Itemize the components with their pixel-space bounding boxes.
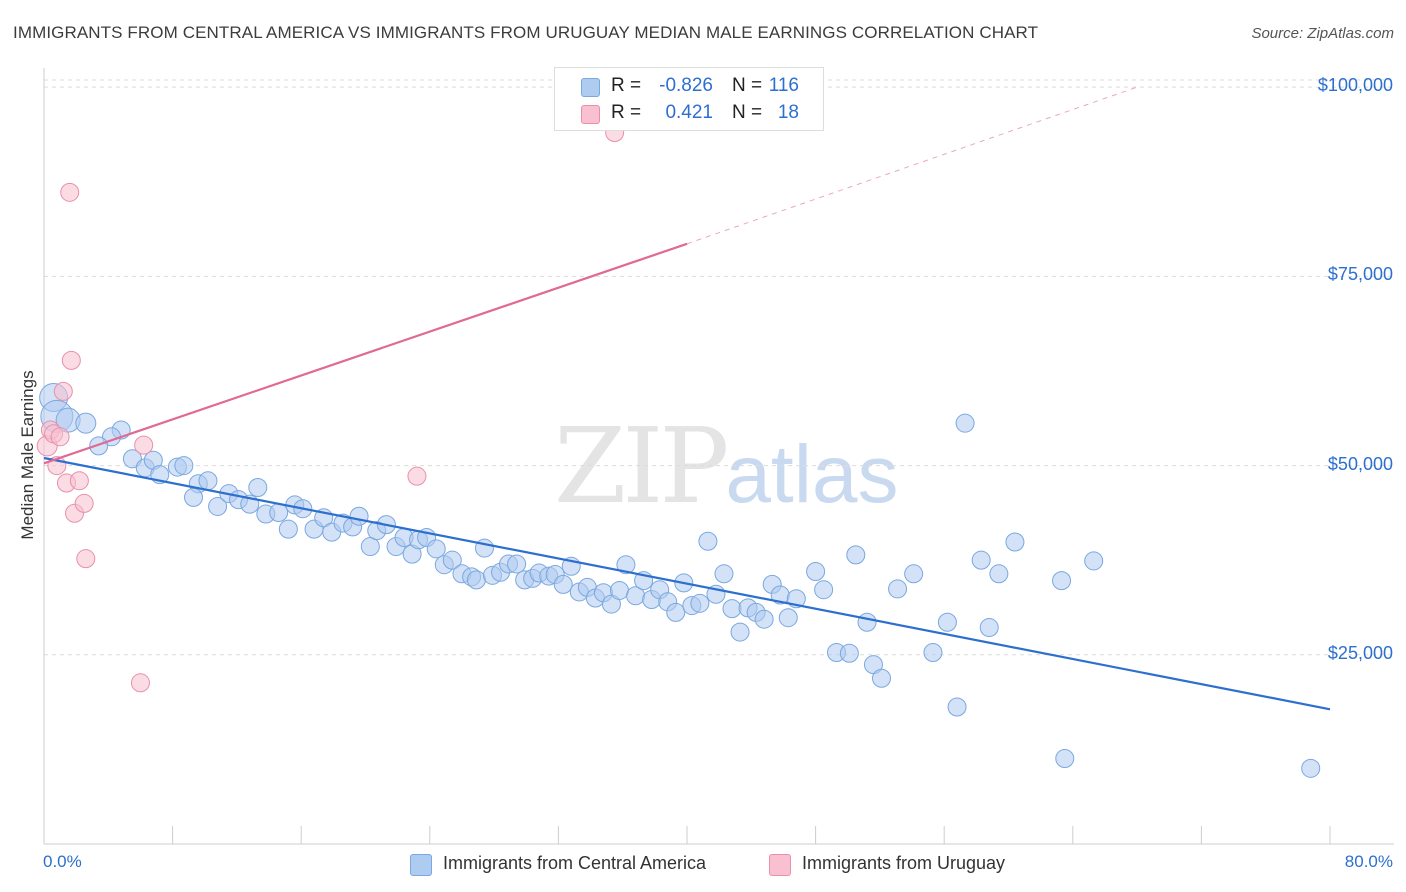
central-america-point (507, 554, 527, 574)
n-label: N = (732, 102, 763, 123)
y-tick-label: $75,000 (1327, 264, 1393, 285)
central-america-point (75, 412, 97, 434)
central-america-point (466, 570, 486, 590)
central-america-point (1052, 571, 1072, 591)
uruguay-point (407, 466, 427, 486)
central-america-point (778, 608, 798, 628)
y-tick-label: $25,000 (1327, 642, 1393, 663)
central-america-point (846, 545, 866, 565)
central-america-point (814, 580, 834, 600)
central-america-point (722, 599, 742, 619)
chart-title: IMMIGRANTS FROM CENTRAL AMERICA VS IMMIG… (13, 23, 1039, 42)
central-america-point (730, 622, 750, 642)
legend-label: Immigrants from Uruguay (802, 853, 1006, 873)
n-value: 116 (768, 75, 799, 96)
central-america-point (208, 496, 228, 516)
central-america-point (609, 580, 629, 600)
uruguay-point (134, 435, 154, 455)
central-america-point (442, 550, 462, 570)
uruguay-point (60, 182, 80, 202)
r-value: 0.421 (665, 102, 713, 123)
central-america-point (872, 668, 892, 688)
r-value: -0.826 (659, 75, 713, 96)
central-america-point (1301, 758, 1321, 778)
stats-legend: R = -0.826 N = 116 R = 0.421 N = 18 (554, 67, 824, 131)
source-credit: Source: ZipAtlas.com (1251, 25, 1394, 42)
central-america-point (360, 537, 380, 557)
central-america-point (979, 618, 999, 638)
central-america-point (714, 564, 734, 584)
central-america-point (904, 564, 924, 584)
central-america-point (616, 555, 636, 575)
central-america-point (1055, 748, 1075, 768)
r-label: R = (611, 75, 642, 96)
central-america-point (857, 612, 877, 632)
central-america-point (89, 436, 109, 456)
stats-legend-row-central-america: R = -0.826 N = 116 (555, 73, 823, 101)
x-tick-label: 80.0% (1344, 852, 1393, 871)
central-america-point (937, 612, 957, 632)
n-label: N = (732, 75, 763, 96)
central-america-point (989, 564, 1009, 584)
central-america-point (698, 531, 718, 551)
central-america-point (122, 449, 142, 469)
uruguay-point (53, 381, 73, 401)
central-america-swatch (581, 78, 600, 97)
uruguay-swatch (581, 105, 600, 124)
central-america-point (198, 471, 218, 491)
central-america-point (806, 562, 826, 582)
watermark-atlas: atlas (725, 429, 899, 520)
uruguay-trendline (43, 242, 688, 465)
uruguay-point (50, 427, 70, 447)
central-america-point (1005, 532, 1025, 552)
central-america-trendline (43, 456, 1331, 711)
central-america-point (174, 456, 194, 476)
central-america-point (690, 593, 710, 613)
central-america-point (278, 519, 298, 539)
y-axis-label: Median Male Earnings (18, 370, 37, 540)
n-value: 18 (777, 102, 799, 123)
uruguay-legend-swatch (769, 854, 791, 876)
central-america-point (1084, 551, 1104, 571)
central-america-point (839, 643, 859, 663)
central-america-point (955, 413, 975, 433)
central-america-point (349, 506, 369, 526)
y-tick-label: $50,000 (1327, 453, 1393, 474)
x-tick-label: 0.0% (43, 852, 82, 871)
uruguay-point (130, 673, 150, 693)
r-label: R = (611, 102, 642, 123)
uruguay-point (61, 350, 81, 370)
central-america-point (426, 539, 446, 559)
series-legend: Immigrants from Central America Immigran… (0, 852, 1406, 878)
y-tick-label: $100,000 (1317, 75, 1393, 96)
central-america-point (248, 478, 268, 498)
central-america-point (971, 550, 991, 570)
central-america-point (666, 602, 686, 622)
uruguay-point (69, 471, 89, 491)
central-america-point (923, 643, 943, 663)
central-america-point (553, 574, 573, 594)
central-america-point (888, 579, 908, 599)
central-america-legend-swatch (410, 854, 432, 876)
uruguay-point (76, 549, 96, 569)
stats-legend-row-uruguay: R = 0.421 N = 18 (555, 100, 823, 128)
legend-label: Immigrants from Central America (443, 853, 707, 873)
central-america-point (947, 697, 967, 717)
central-america-point (754, 609, 774, 629)
uruguay-point (74, 493, 94, 513)
central-america-point (183, 487, 203, 507)
